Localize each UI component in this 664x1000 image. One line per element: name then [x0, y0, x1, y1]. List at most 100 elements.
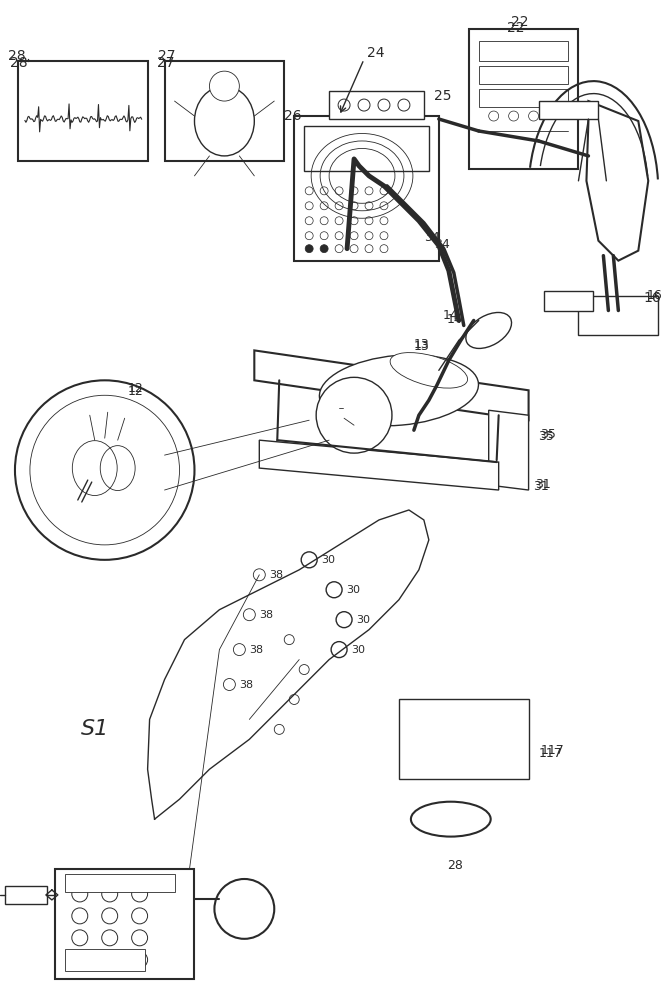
Bar [165, 61, 284, 161]
Ellipse shape [411, 802, 491, 837]
Circle shape [305, 217, 313, 225]
Circle shape [274, 724, 284, 734]
Bar [479, 89, 568, 107]
Circle shape [72, 930, 88, 946]
Circle shape [335, 187, 343, 195]
Ellipse shape [466, 312, 511, 348]
Text: 16: 16 [646, 289, 662, 302]
Circle shape [365, 245, 373, 253]
Text: 24: 24 [367, 46, 384, 60]
Circle shape [320, 232, 328, 240]
Bar [399, 699, 529, 779]
Ellipse shape [35, 400, 175, 540]
Text: 38: 38 [250, 645, 264, 655]
Circle shape [214, 879, 274, 939]
Circle shape [72, 886, 88, 902]
Text: 30: 30 [356, 615, 370, 625]
Bar [55, 869, 195, 979]
Text: S1: S1 [80, 719, 109, 739]
Circle shape [350, 245, 358, 253]
Circle shape [335, 232, 343, 240]
Circle shape [365, 202, 373, 210]
Bar [18, 61, 147, 161]
Text: 38: 38 [260, 610, 274, 620]
Text: 28: 28 [447, 859, 463, 872]
Bar [329, 91, 424, 119]
Bar [479, 66, 568, 84]
Text: 28: 28 [8, 49, 26, 63]
Text: 30: 30 [346, 585, 360, 595]
Text: 117: 117 [539, 747, 562, 760]
Text: 30: 30 [351, 645, 365, 655]
Ellipse shape [319, 355, 479, 426]
Circle shape [380, 232, 388, 240]
Circle shape [358, 99, 370, 111]
Circle shape [320, 202, 328, 210]
Text: 27: 27 [157, 49, 175, 63]
Text: 28: 28 [10, 56, 28, 70]
Text: 31: 31 [536, 478, 551, 491]
Text: 30: 30 [321, 555, 335, 565]
Circle shape [233, 644, 245, 656]
Circle shape [365, 232, 373, 240]
Text: 12: 12 [127, 382, 143, 395]
Text: 14: 14 [443, 309, 459, 322]
Circle shape [301, 552, 317, 568]
Circle shape [131, 952, 147, 968]
Circle shape [254, 569, 266, 581]
Text: 13: 13 [414, 340, 430, 353]
Text: 13: 13 [414, 338, 430, 351]
Circle shape [365, 187, 373, 195]
Circle shape [335, 217, 343, 225]
Circle shape [350, 232, 358, 240]
Text: 35: 35 [540, 428, 556, 441]
Circle shape [305, 202, 313, 210]
Circle shape [378, 99, 390, 111]
Bar [65, 874, 175, 892]
Bar [5, 886, 47, 904]
Circle shape [102, 908, 118, 924]
Circle shape [509, 111, 519, 121]
Circle shape [380, 245, 388, 253]
Text: 34: 34 [434, 238, 450, 251]
Circle shape [489, 111, 499, 121]
Circle shape [30, 395, 179, 545]
Circle shape [529, 111, 539, 121]
Circle shape [335, 202, 343, 210]
Circle shape [305, 245, 313, 253]
Text: 35: 35 [539, 430, 554, 443]
Circle shape [284, 635, 294, 645]
Circle shape [299, 665, 309, 675]
Text: 16: 16 [643, 291, 661, 305]
Text: 117: 117 [540, 744, 564, 757]
Circle shape [336, 612, 352, 628]
Circle shape [338, 99, 350, 111]
Bar [469, 29, 578, 169]
Text: 31: 31 [534, 480, 549, 493]
Bar [304, 126, 429, 171]
Polygon shape [544, 291, 594, 311]
Bar [294, 116, 439, 261]
Polygon shape [586, 101, 648, 261]
Circle shape [131, 930, 147, 946]
Ellipse shape [390, 353, 467, 388]
Circle shape [102, 886, 118, 902]
Circle shape [209, 71, 239, 101]
Bar [578, 296, 658, 335]
Bar [479, 41, 568, 61]
Circle shape [350, 202, 358, 210]
Circle shape [380, 202, 388, 210]
Polygon shape [254, 350, 529, 420]
Text: 25: 25 [434, 89, 452, 103]
Circle shape [380, 187, 388, 195]
Circle shape [72, 908, 88, 924]
Circle shape [305, 187, 313, 195]
Circle shape [305, 232, 313, 240]
Circle shape [223, 679, 235, 690]
Circle shape [380, 217, 388, 225]
Text: 38: 38 [239, 680, 254, 690]
Circle shape [243, 609, 256, 621]
Circle shape [290, 694, 299, 704]
Circle shape [320, 245, 328, 253]
Circle shape [350, 217, 358, 225]
